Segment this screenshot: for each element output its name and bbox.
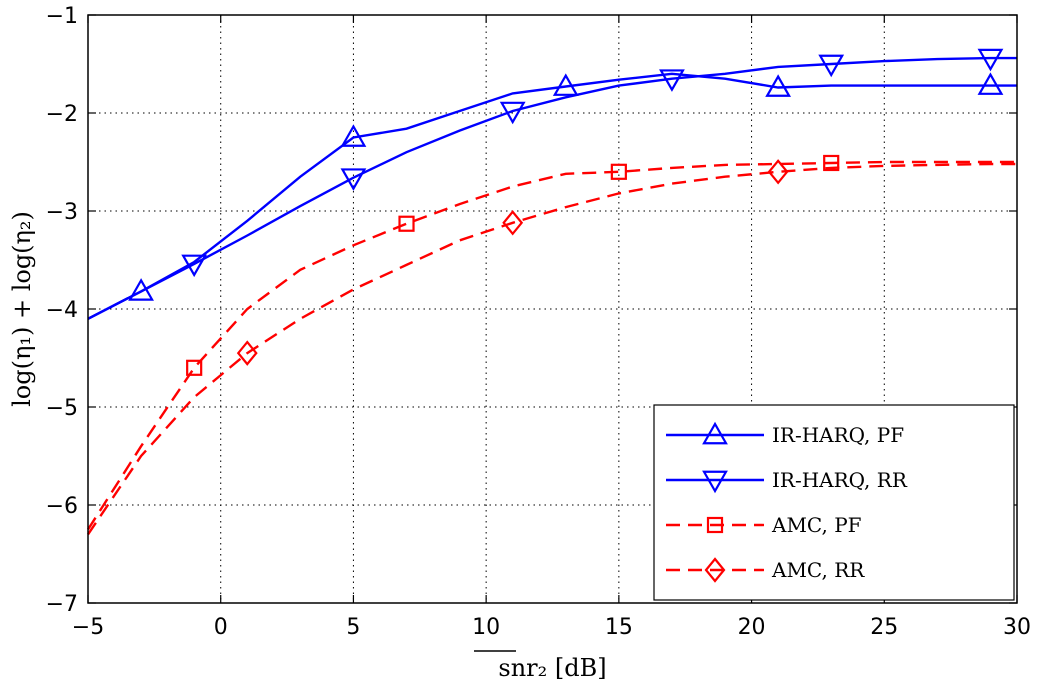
series-1 — [87, 72, 1017, 320]
diamond-marker — [502, 210, 524, 236]
legend: IR-HARQ, PF IR-HARQ, RR AMC, PF AMC, RR — [653, 404, 1015, 601]
x-tick-label: 20 — [738, 615, 766, 640]
legend-item: AMC, RR — [666, 557, 865, 583]
y-tick-label: −3 — [46, 200, 78, 225]
x-tick-label: 25 — [870, 615, 898, 640]
x-axis-label: snr₂ [dB] — [498, 654, 606, 682]
y-tick-label: −5 — [46, 396, 78, 421]
y-axis-label: log(η₁) + log(η₂) — [8, 211, 36, 407]
legend-box — [653, 404, 1015, 601]
legend-item: IR-HARQ, RR — [666, 468, 908, 494]
legend-item: IR-HARQ, PF — [666, 421, 904, 447]
y-tick-label: −7 — [46, 592, 78, 617]
x-tick-label: 15 — [605, 615, 633, 640]
diamond-marker — [767, 159, 789, 185]
triangle-up-marker — [552, 73, 579, 96]
legend-label: AMC, RR — [771, 558, 865, 582]
triangle-down-marker — [977, 48, 1004, 72]
triangle-down-marker — [340, 168, 367, 191]
x-tick-label: 30 — [1003, 615, 1031, 640]
square-marker — [186, 359, 203, 376]
triangle-up-marker — [977, 72, 1004, 95]
triangle-down-marker — [659, 69, 685, 92]
y-tick-label: −2 — [46, 102, 78, 127]
y-tick-label: −1 — [46, 4, 78, 29]
legend-label: IR-HARQ, PF — [772, 423, 904, 447]
x-tick-label: 10 — [472, 615, 500, 640]
diamond-marker — [236, 340, 258, 366]
x-tick-label: 0 — [214, 615, 228, 640]
series-group — [86, 48, 1017, 536]
x-tick-label: 5 — [346, 615, 360, 640]
series-2 — [87, 48, 1017, 320]
legend-label: IR-HARQ, RR — [772, 468, 908, 492]
triangle-down-marker — [181, 254, 208, 278]
legend-label: AMC, PF — [771, 513, 862, 537]
triangle-up-marker — [702, 421, 728, 445]
y-tick-label: −4 — [46, 298, 78, 323]
triangle-up-marker — [340, 124, 367, 147]
square-marker — [610, 163, 627, 180]
triangle-down-marker — [818, 54, 845, 78]
square-marker — [706, 516, 724, 534]
axis-ticks: −5 0 5 10 15 20 25 30 −7 −6 −5 −4 −3 −2 −1 — [46, 4, 1031, 640]
series-4 — [87, 159, 1017, 536]
triangle-down-marker — [702, 470, 728, 494]
triangle-up-marker — [765, 74, 792, 97]
diamond-marker — [704, 557, 726, 583]
triangle-up-marker — [128, 278, 154, 301]
y-tick-label: −6 — [46, 494, 78, 519]
series-line — [87, 56, 1017, 320]
triangle-down-marker — [499, 101, 526, 125]
series-line — [87, 72, 1017, 320]
square-marker — [823, 154, 840, 172]
x-tick-label: −5 — [72, 615, 104, 640]
series-line — [87, 162, 1017, 536]
square-marker — [398, 215, 415, 232]
series-line — [86, 160, 1017, 531]
legend-item: AMC, PF — [666, 513, 862, 537]
series-3 — [86, 154, 1017, 531]
